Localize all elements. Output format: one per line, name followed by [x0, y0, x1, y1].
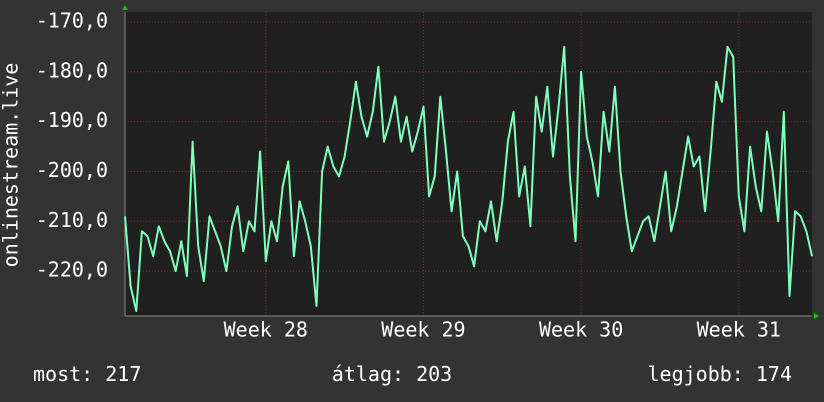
stat: átlag: 203 [332, 362, 452, 386]
stat-value: 217 [105, 362, 141, 386]
x-tick-label: Week 30 [539, 318, 623, 342]
x-tick-label: Week 28 [224, 318, 308, 342]
stat-label: legjobb: [648, 362, 744, 386]
x-tick-label: Week 31 [697, 318, 781, 342]
stat: most: 217 [33, 362, 141, 386]
stat-label: átlag: [332, 362, 404, 386]
y-tick-label: -180,0 [36, 58, 108, 82]
axis-arrow [122, 5, 128, 10]
y-tick-label: -220,0 [36, 258, 108, 282]
y-axis-label: onlinestream.live [0, 63, 23, 268]
stat-value: 174 [756, 362, 792, 386]
y-tick-label: -170,0 [36, 8, 108, 32]
stat-label: most: [33, 362, 93, 386]
stat-value: 203 [416, 362, 452, 386]
x-tick-label: Week 29 [381, 318, 465, 342]
y-tick-label: -200,0 [36, 158, 108, 182]
y-tick-label: -210,0 [36, 208, 108, 232]
y-tick-label: -190,0 [36, 108, 108, 132]
stat: legjobb: 174 [648, 362, 793, 386]
data-line [124, 45, 813, 312]
axis-arrow [814, 313, 819, 319]
plot-area [125, 12, 812, 316]
